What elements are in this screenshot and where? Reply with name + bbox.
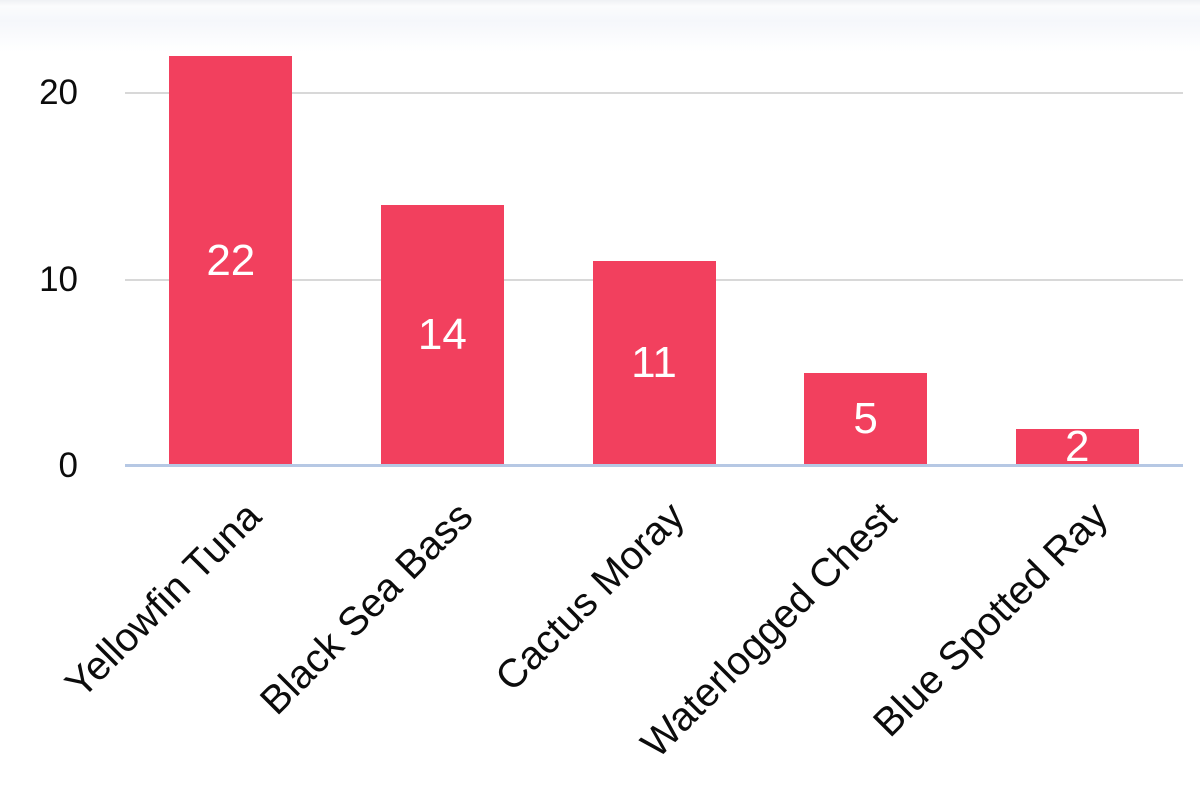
x-axis-line bbox=[125, 464, 1183, 467]
bar-value-label: 11 bbox=[631, 338, 677, 388]
x-axis-category-label: Yellowfin Tuna bbox=[57, 494, 270, 707]
bar[interactable]: 2 bbox=[1015, 425, 1139, 469]
x-axis-category-label: Blue Spotted Ray bbox=[865, 494, 1117, 746]
bar[interactable]: 14 bbox=[380, 204, 504, 466]
bar-value-label: 2 bbox=[1064, 422, 1090, 472]
top-shadow-band bbox=[0, 0, 1200, 52]
bar-value-label: 14 bbox=[417, 310, 467, 360]
y-axis-tick-label: 10 bbox=[39, 259, 78, 299]
y-gridline bbox=[125, 92, 1183, 94]
y-axis-tick-label: 20 bbox=[39, 73, 78, 112]
x-axis-category-label: Cactus Moray bbox=[487, 494, 694, 700]
y-axis-tick-label: 0 bbox=[58, 446, 78, 485]
x-axis-category-label: Black Sea Bass bbox=[252, 494, 482, 724]
bar[interactable]: 22 bbox=[169, 55, 293, 466]
bar-value-label: 22 bbox=[206, 235, 256, 285]
bar-value-label: 5 bbox=[853, 394, 878, 444]
bar[interactable]: 11 bbox=[592, 260, 716, 466]
bar[interactable]: 5 bbox=[804, 372, 928, 466]
